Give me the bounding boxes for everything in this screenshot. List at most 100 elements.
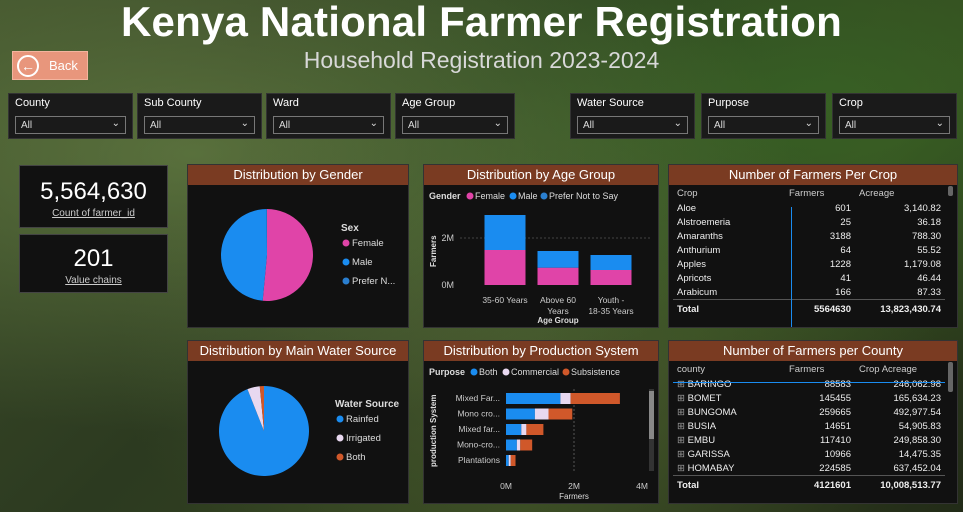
expand-icon[interactable]: ⊞ [677, 462, 688, 474]
expand-icon[interactable]: ⊞ [677, 420, 688, 432]
bar-male[interactable] [537, 251, 579, 268]
age-y-axis-label: Farmers [429, 235, 438, 267]
bar-subsistence[interactable] [520, 439, 533, 451]
bar-commercial[interactable] [534, 408, 549, 420]
table-row[interactable]: Anthurium 64 55.52 [673, 243, 945, 257]
table-row[interactable]: Arabicum 166 87.33 [673, 285, 945, 300]
pie-slice-rainfed[interactable] [218, 386, 309, 476]
expand-icon[interactable]: ⊞ [677, 392, 688, 404]
row-value: 36.18 [917, 216, 941, 228]
row-value: 166 [835, 286, 851, 298]
bar-both[interactable] [506, 408, 535, 420]
bar-female[interactable] [590, 270, 632, 285]
table-row[interactable]: ⊞ HOMABAY 224585 637,452.04 [673, 461, 945, 476]
total-label: Total [673, 299, 785, 317]
gender-chart-title: Distribution by Gender [188, 165, 408, 185]
chevron-down-icon: ⌄ [111, 118, 120, 129]
row-value: 64 [840, 244, 851, 256]
slicer-ward[interactable]: Ward All ⌄ [266, 93, 391, 139]
pie-slice-male[interactable] [220, 209, 267, 301]
slicer-label: Sub County [144, 97, 202, 109]
column-header[interactable]: Farmers [789, 188, 825, 199]
bar-subsistence[interactable] [510, 455, 516, 466]
back-button[interactable]: ← Back [12, 51, 88, 80]
table-row[interactable]: Apricots 41 46.44 [673, 271, 945, 285]
production-chart-title: Distribution by Production System [424, 341, 658, 361]
legend-swatch-male [342, 258, 350, 266]
row-value: 88583 [824, 378, 851, 390]
bar-subsistence[interactable] [526, 424, 544, 435]
slicer-select[interactable]: All ⌄ [708, 116, 819, 134]
bar-commercial[interactable] [508, 455, 511, 466]
bar-both[interactable] [506, 424, 522, 435]
row-value: 165,634.23 [893, 392, 941, 404]
age-x-tick-label: 18-35 Years [588, 306, 633, 316]
scrollbar-thumb[interactable] [649, 391, 654, 439]
bar-both[interactable] [506, 455, 509, 466]
chevron-down-icon: ⌄ [240, 118, 249, 129]
table-row[interactable]: ⊞ GARISSA 10966 14,475.35 [673, 447, 945, 461]
slicer-water-source[interactable]: Water Source All ⌄ [570, 93, 695, 139]
expand-icon[interactable]: ⊞ [677, 406, 688, 418]
row-value: 1228 [829, 258, 851, 270]
bar-subsistence[interactable] [570, 393, 620, 404]
slicer-sub-county[interactable]: Sub County All ⌄ [137, 93, 262, 139]
column-header[interactable]: county [677, 364, 705, 375]
expand-icon[interactable]: ⊞ [677, 434, 688, 446]
age-x-tick-label: Above 60 [540, 295, 576, 305]
legend-label-prefer-not: Prefer N... [352, 276, 395, 287]
slicer-select[interactable]: All ⌄ [577, 116, 688, 134]
legend-swatch-female [342, 239, 350, 247]
bar-male[interactable] [590, 255, 632, 270]
crop-table: Crop Farmers Acreage Aloe 601 3,140.82 Alst… [673, 186, 945, 317]
table-row[interactable]: ⊞ BUSIA 14651 54,905.83 [673, 419, 945, 433]
scrollbar[interactable] [948, 362, 953, 392]
bar-commercial[interactable] [560, 393, 571, 404]
bar-both[interactable] [506, 439, 517, 451]
scrollbar[interactable] [948, 186, 953, 196]
column-header[interactable]: Acreage [859, 188, 895, 199]
bar-female[interactable] [484, 250, 526, 285]
legend-swatch-rainfed [336, 415, 344, 423]
table-row[interactable]: ⊞ BARINGO 88583 246,062.98 [673, 377, 945, 391]
table-row[interactable]: ⊞ BOMET 145455 165,634.23 [673, 391, 945, 405]
table-row[interactable]: Alstroemeria 25 36.18 [673, 215, 945, 229]
column-header[interactable]: Crop [677, 188, 698, 199]
pie-slice-female[interactable] [262, 209, 313, 301]
slicer-select[interactable]: All ⌄ [15, 116, 126, 134]
slicer-county[interactable]: County All ⌄ [8, 93, 133, 139]
slicer-crop[interactable]: Crop All ⌄ [832, 93, 957, 139]
row-value: 145455 [819, 392, 851, 404]
table-row[interactable]: Aloe 601 3,140.82 [673, 201, 945, 215]
age-y-tick-0m: 0M [441, 280, 454, 290]
production-y-tick-label: Mono-cro... [457, 440, 500, 450]
bar-subsistence[interactable] [548, 408, 573, 420]
slicer-select[interactable]: All ⌄ [402, 116, 508, 134]
table-row[interactable]: ⊞ BUNGOMA 259665 492,977.54 [673, 405, 945, 419]
table-row[interactable]: ⊞ EMBU 117410 249,858.30 [673, 433, 945, 447]
chevron-down-icon: ⌄ [804, 118, 813, 129]
legend-label-prefer-not: Prefer Not to Say [549, 191, 619, 201]
production-x-axis-label: Farmers [559, 492, 589, 501]
bar-male[interactable] [484, 215, 526, 250]
table-row[interactable]: Apples 1228 1,179.08 [673, 257, 945, 271]
bar-both[interactable] [506, 393, 561, 404]
bar-female[interactable] [537, 267, 579, 285]
column-header[interactable]: Crop Acreage [859, 364, 918, 375]
expand-icon[interactable]: ⊞ [677, 378, 688, 390]
column-header[interactable]: Farmers [789, 364, 825, 375]
age-chart-title: Distribution by Age Group [424, 165, 658, 185]
slicer-select[interactable]: All ⌄ [839, 116, 950, 134]
slicer-label: Water Source [577, 97, 644, 109]
slicer-purpose[interactable]: Purpose All ⌄ [701, 93, 826, 139]
slicer-age-group[interactable]: Age Group All ⌄ [395, 93, 515, 139]
bar-commercial[interactable] [516, 439, 521, 451]
bar-commercial[interactable] [521, 424, 527, 435]
slicer-select[interactable]: All ⌄ [273, 116, 384, 134]
slicer-label: Age Group [402, 97, 456, 109]
slicer-select[interactable]: All ⌄ [144, 116, 255, 134]
pie-slice-irrigated[interactable] [247, 386, 264, 431]
expand-icon[interactable]: ⊞ [677, 448, 688, 460]
pie-slice-both[interactable] [259, 386, 264, 431]
table-row[interactable]: Amaranths 3188 788.30 [673, 229, 945, 243]
